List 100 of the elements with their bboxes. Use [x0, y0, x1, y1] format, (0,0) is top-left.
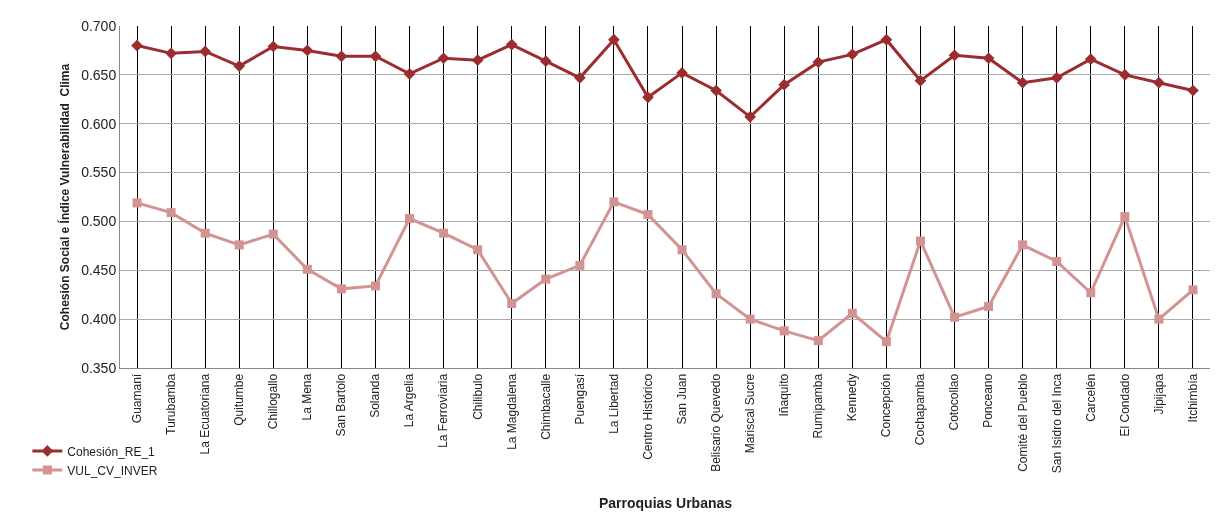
x-tick-label: La Magdalena: [504, 373, 519, 450]
point: [1118, 69, 1131, 81]
x-tick-label: Puengasí: [572, 373, 587, 425]
point: [812, 56, 825, 68]
x-tick-label: Belisario Quevedo: [708, 373, 723, 472]
point: [847, 308, 857, 318]
point: [234, 240, 244, 250]
x-tick-label: Concepción: [879, 373, 894, 438]
point: [1016, 76, 1029, 89]
point: [301, 44, 314, 57]
point: [1154, 314, 1164, 324]
point: [778, 78, 791, 91]
point: [1120, 212, 1130, 222]
point: [1188, 285, 1198, 295]
point: [403, 68, 416, 80]
point: [505, 38, 518, 51]
x-tick-label: Solanda: [368, 373, 383, 418]
y-tick-label: 0.700: [81, 17, 117, 34]
y-tick-label: 0.450: [81, 262, 117, 279]
point: [166, 208, 176, 218]
point: [575, 260, 585, 270]
point: [1086, 288, 1096, 298]
point: [813, 336, 823, 346]
point: [131, 39, 143, 52]
y-tick-label: 0.600: [81, 115, 117, 132]
point: [539, 55, 552, 68]
point: [914, 74, 927, 87]
point: [950, 312, 960, 322]
x-tick-label: Mariscal Sucre: [743, 373, 758, 454]
x-tick-label: Carcelén: [1083, 373, 1098, 422]
x-tick-label: Comité del Pueblo: [1015, 373, 1030, 472]
point: [541, 274, 551, 284]
point: [405, 214, 415, 223]
point: [1018, 240, 1028, 250]
x-tick-label: San Isidro del Inca: [1049, 373, 1064, 474]
x-tick-label: La Libertad: [606, 373, 621, 434]
x-tick-label: El Condado: [1117, 373, 1132, 437]
point: [915, 236, 925, 246]
x-tick-label: Rumipamba: [811, 373, 826, 439]
legend-label: VUL_CV_INVER: [67, 463, 158, 478]
point: [473, 245, 483, 255]
x-tick-label: Kennedy: [845, 373, 860, 422]
point: [199, 45, 212, 58]
x-tick-label: La Argelia: [402, 373, 417, 428]
y-tick-label: 0.400: [81, 311, 117, 328]
y-axis-title: Cohesión Social e Índice Vulnerabilidad Clima: [57, 63, 73, 331]
point: [507, 299, 517, 309]
x-tick-label: Turubamba: [163, 373, 178, 435]
x-tick-label: Guamaní: [129, 373, 144, 424]
point: [744, 111, 757, 123]
point: [200, 228, 210, 238]
x-tick-label: La Ferroviaria: [436, 373, 451, 448]
x-tick-label: San Bartolo: [334, 373, 349, 437]
point: [573, 71, 586, 84]
point: [437, 52, 450, 65]
point: [642, 91, 654, 104]
x-tick-label: Iñaquito: [777, 373, 792, 417]
point: [677, 245, 687, 255]
y-tick-label: 0.550: [81, 164, 117, 181]
point: [609, 197, 619, 207]
point: [711, 289, 721, 299]
point: [948, 49, 961, 62]
point: [779, 326, 789, 336]
point: [1153, 76, 1165, 89]
legend-label: Cohesión_RE_1: [67, 444, 156, 459]
point: [643, 210, 653, 220]
point: [984, 301, 994, 311]
point: [165, 47, 177, 60]
point: [1050, 71, 1063, 84]
x-tick-label: Chimbacalle: [538, 373, 553, 440]
x-tick-label: Cochapamba: [913, 373, 928, 446]
point: [335, 50, 348, 63]
x-tick-label: La Ecuatoriana: [198, 373, 213, 455]
point: [846, 48, 859, 61]
point: [471, 54, 484, 67]
point: [982, 52, 995, 65]
point: [1084, 53, 1097, 66]
x-tick-label: Cotocollao: [947, 373, 962, 431]
y-tick-label: 0.650: [81, 66, 117, 83]
point: [1052, 256, 1062, 266]
point: [302, 264, 312, 274]
y-tick-label: 0.500: [81, 213, 117, 230]
point: [881, 337, 891, 347]
x-tick-label: Jipijapa: [1151, 373, 1166, 415]
point: [132, 198, 142, 208]
point: [745, 314, 755, 324]
x-tick-label: San Juan: [674, 373, 689, 425]
point: [336, 284, 346, 294]
x-tick-label: La Mena: [300, 373, 315, 421]
y-tick-label: 0.350: [81, 359, 117, 376]
point: [233, 60, 246, 72]
point: [370, 281, 380, 291]
x-axis-title: Parroquias Urbanas: [599, 495, 733, 511]
point: [439, 228, 449, 238]
x-tick-label: Itchimbía: [1185, 373, 1200, 423]
point: [268, 229, 278, 239]
point: [267, 40, 280, 53]
point: [710, 84, 722, 97]
point: [369, 50, 382, 63]
x-tick-label: Ponceano: [981, 373, 996, 428]
